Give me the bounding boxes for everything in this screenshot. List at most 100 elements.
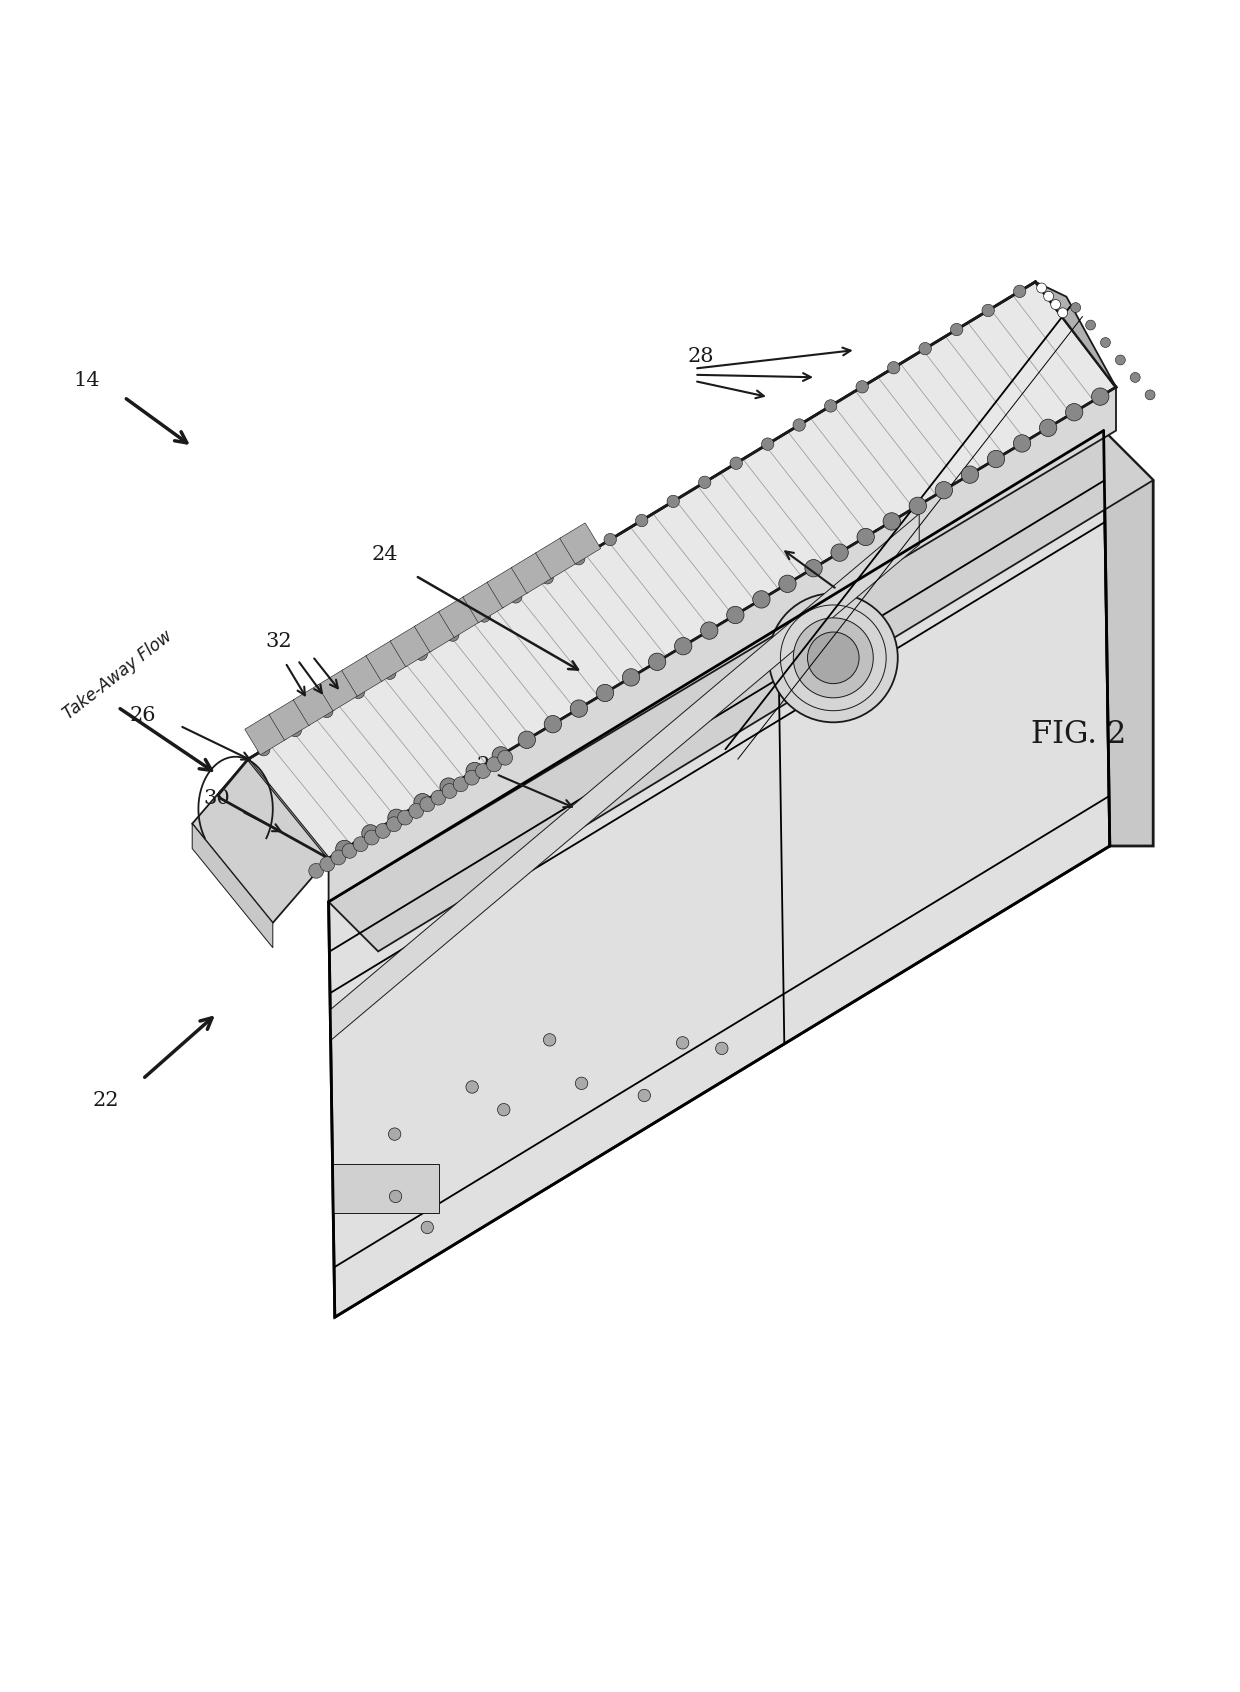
Circle shape [309, 863, 324, 878]
Circle shape [649, 653, 666, 670]
Circle shape [420, 797, 435, 812]
Circle shape [454, 777, 469, 792]
Circle shape [982, 305, 994, 316]
Circle shape [415, 648, 428, 660]
Circle shape [794, 618, 873, 697]
Polygon shape [329, 430, 1153, 951]
Circle shape [1037, 283, 1047, 293]
Circle shape [715, 1042, 728, 1054]
Circle shape [805, 560, 822, 577]
Circle shape [857, 528, 874, 547]
Circle shape [497, 750, 512, 765]
Circle shape [825, 399, 837, 413]
Text: 29: 29 [476, 756, 503, 775]
Circle shape [1086, 320, 1096, 330]
Circle shape [604, 533, 616, 547]
Polygon shape [293, 685, 335, 726]
Circle shape [320, 856, 335, 871]
Polygon shape [366, 640, 407, 682]
Polygon shape [1104, 430, 1153, 846]
Circle shape [440, 778, 458, 795]
Polygon shape [559, 523, 600, 563]
Circle shape [1145, 389, 1156, 399]
Circle shape [573, 553, 585, 565]
Polygon shape [439, 596, 480, 638]
Bar [334, 1164, 439, 1213]
Circle shape [1131, 372, 1141, 382]
Circle shape [365, 831, 379, 844]
Circle shape [987, 450, 1004, 467]
Circle shape [432, 790, 446, 805]
Polygon shape [269, 699, 310, 739]
Circle shape [497, 1103, 510, 1117]
Circle shape [807, 633, 859, 684]
Circle shape [1013, 435, 1030, 452]
Circle shape [1050, 299, 1060, 310]
Circle shape [414, 794, 432, 810]
Text: 14: 14 [73, 372, 100, 391]
Polygon shape [248, 283, 1116, 858]
Polygon shape [487, 567, 528, 607]
Circle shape [1070, 303, 1080, 313]
Polygon shape [463, 582, 503, 623]
Circle shape [389, 1189, 402, 1203]
Circle shape [387, 817, 402, 832]
Circle shape [518, 731, 536, 748]
Circle shape [544, 716, 562, 733]
Circle shape [698, 475, 711, 489]
Circle shape [492, 746, 510, 765]
Text: 22: 22 [92, 1091, 119, 1110]
Circle shape [422, 1222, 434, 1233]
Circle shape [639, 1090, 651, 1101]
Polygon shape [330, 514, 919, 1041]
Circle shape [961, 465, 978, 484]
Circle shape [398, 810, 413, 826]
Circle shape [730, 457, 743, 469]
Circle shape [510, 591, 522, 602]
Circle shape [446, 629, 459, 641]
Circle shape [466, 763, 484, 780]
Text: 26: 26 [129, 706, 156, 726]
Circle shape [883, 513, 900, 530]
Circle shape [1039, 420, 1056, 437]
Circle shape [635, 514, 649, 526]
Text: 32: 32 [265, 631, 293, 651]
Circle shape [575, 1078, 588, 1090]
Circle shape [289, 724, 301, 736]
Circle shape [677, 1037, 689, 1049]
Circle shape [342, 843, 357, 858]
Circle shape [388, 809, 405, 826]
Circle shape [465, 770, 480, 785]
Text: 28: 28 [687, 347, 714, 365]
Polygon shape [511, 552, 552, 594]
Circle shape [543, 1034, 556, 1046]
Text: 31: 31 [836, 594, 863, 614]
Circle shape [352, 687, 365, 699]
Circle shape [701, 623, 718, 640]
Circle shape [475, 763, 490, 778]
Circle shape [1044, 291, 1054, 301]
Polygon shape [192, 824, 273, 948]
Circle shape [258, 743, 270, 756]
Circle shape [753, 591, 770, 607]
Circle shape [353, 838, 368, 851]
Circle shape [409, 804, 424, 819]
Circle shape [794, 420, 806, 431]
Circle shape [1013, 286, 1025, 298]
Circle shape [596, 684, 614, 702]
Circle shape [1065, 404, 1083, 421]
Circle shape [888, 362, 900, 374]
Circle shape [935, 482, 952, 499]
Polygon shape [1035, 283, 1116, 387]
Polygon shape [329, 430, 1110, 1316]
Circle shape [622, 668, 640, 685]
Circle shape [570, 700, 588, 717]
Text: Take-Away Flow: Take-Away Flow [60, 626, 175, 722]
Circle shape [443, 783, 458, 799]
Circle shape [336, 841, 353, 858]
Circle shape [388, 1129, 401, 1140]
Circle shape [950, 323, 962, 335]
Circle shape [919, 342, 931, 355]
Polygon shape [414, 611, 455, 651]
Circle shape [727, 606, 744, 624]
